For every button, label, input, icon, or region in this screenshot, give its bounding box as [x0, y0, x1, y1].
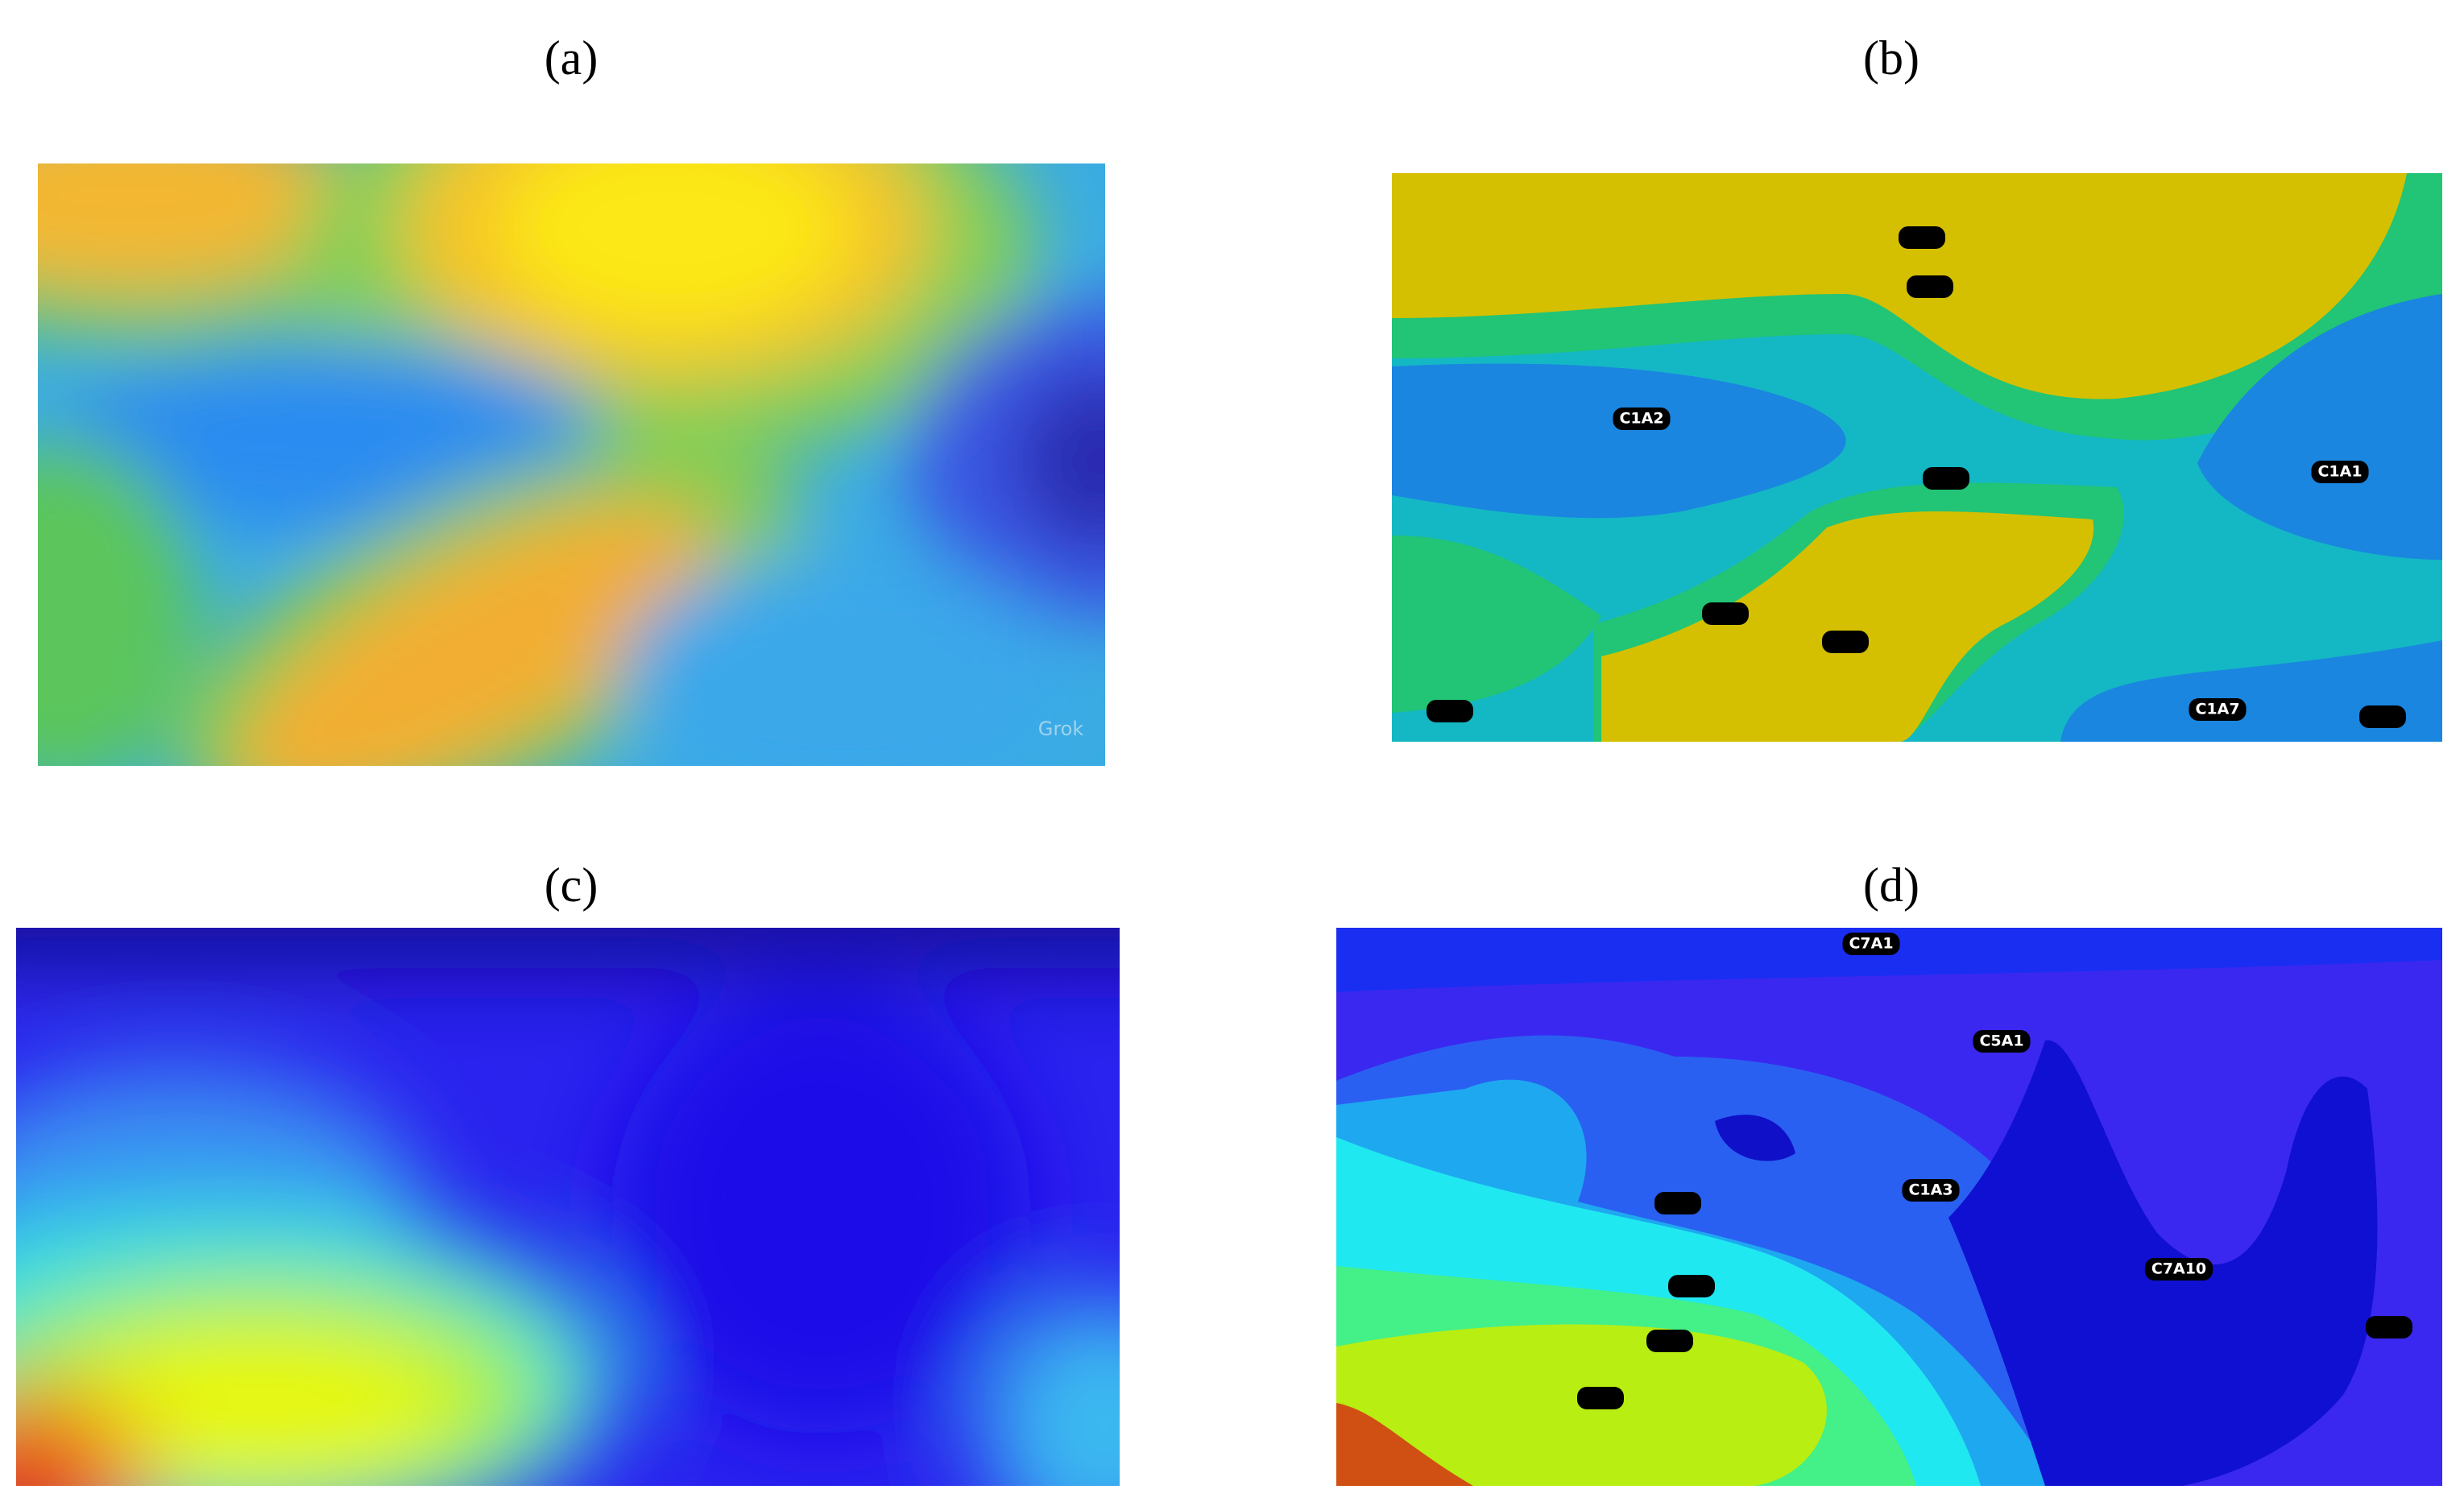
field [16, 928, 1120, 1486]
heatmap-a: Grok [38, 163, 1105, 766]
label-pill [1907, 275, 1953, 298]
zone [1715, 1115, 1795, 1161]
zone-map-b: C1A2 C1A1 C1A7 [1392, 173, 2442, 742]
label-pill [2366, 1316, 2412, 1338]
label-pill [1902, 1179, 1960, 1202]
label-pill [2189, 698, 2247, 721]
label-pill [1668, 1275, 1715, 1297]
zone [1392, 173, 2407, 399]
panel-label: (a) [545, 31, 598, 85]
zone [1392, 536, 1601, 713]
zone [2197, 294, 2442, 560]
annotation: C1A1 [2317, 463, 2362, 481]
label-pill [1822, 631, 1869, 653]
zone [2060, 640, 2442, 742]
zone [1392, 363, 1846, 519]
label-pill [1842, 933, 1900, 955]
label-pill [1973, 1030, 2031, 1053]
label-pill [1613, 408, 1671, 430]
annotation: C1A7 [2195, 701, 2239, 718]
annotation: C5A1 [1979, 1032, 2023, 1050]
label-pill [1702, 602, 1749, 625]
annotation: C7A1 [1849, 935, 1893, 953]
label-pill [1646, 1330, 1693, 1352]
label-pill [1577, 1387, 1624, 1409]
annotation: C1A3 [1908, 1181, 1953, 1199]
zone-map-d: C7A1 C5A1 C1A3 C7A10 [1336, 928, 2442, 1486]
label-pill [1654, 1192, 1701, 1214]
label-pill [2311, 461, 2369, 483]
panel-label: (d) [1863, 859, 1919, 912]
label-pill [2144, 1258, 2213, 1281]
label-pill [1923, 467, 1969, 490]
label-pill [1427, 700, 1473, 722]
zone [1336, 1403, 1473, 1486]
annotation: C1A2 [1619, 410, 1663, 428]
panel-label: (c) [545, 859, 598, 912]
zone [1601, 511, 2094, 742]
heatmap-c [16, 928, 1120, 1486]
label-pill [1899, 226, 1945, 249]
watermark: Grok [1038, 718, 1084, 740]
annotation: C7A10 [2151, 1260, 2206, 1278]
label-pill [2359, 705, 2406, 728]
field [38, 163, 1105, 766]
panel-label: (b) [1863, 31, 1919, 85]
